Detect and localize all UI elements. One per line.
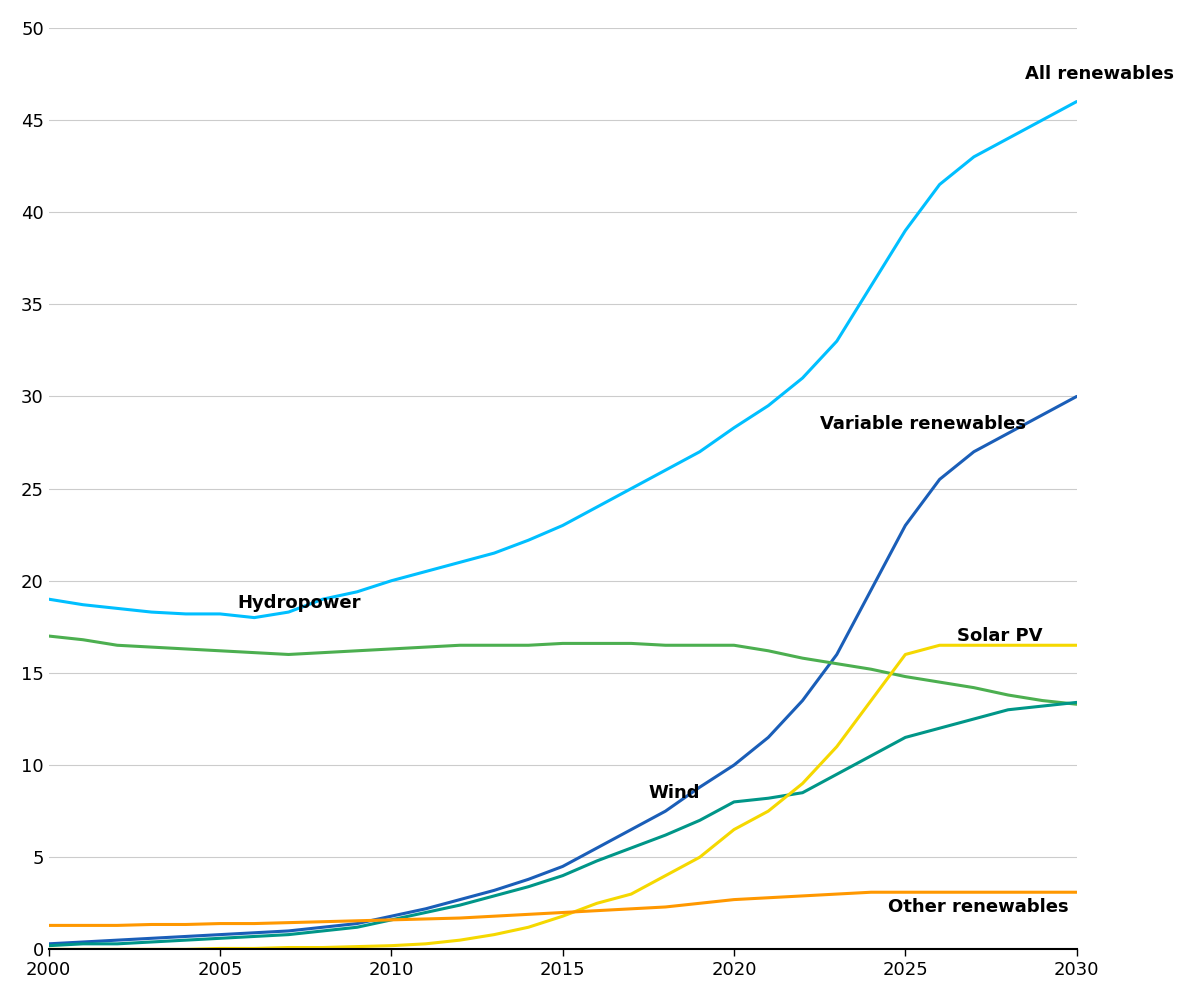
Text: Variable renewables: Variable renewables (820, 415, 1026, 433)
Text: Solar PV: Solar PV (956, 627, 1043, 645)
Text: All renewables: All renewables (1025, 65, 1175, 83)
Text: Hydropower: Hydropower (238, 594, 361, 612)
Text: Wind: Wind (648, 784, 700, 802)
Text: Other renewables: Other renewables (888, 898, 1069, 916)
